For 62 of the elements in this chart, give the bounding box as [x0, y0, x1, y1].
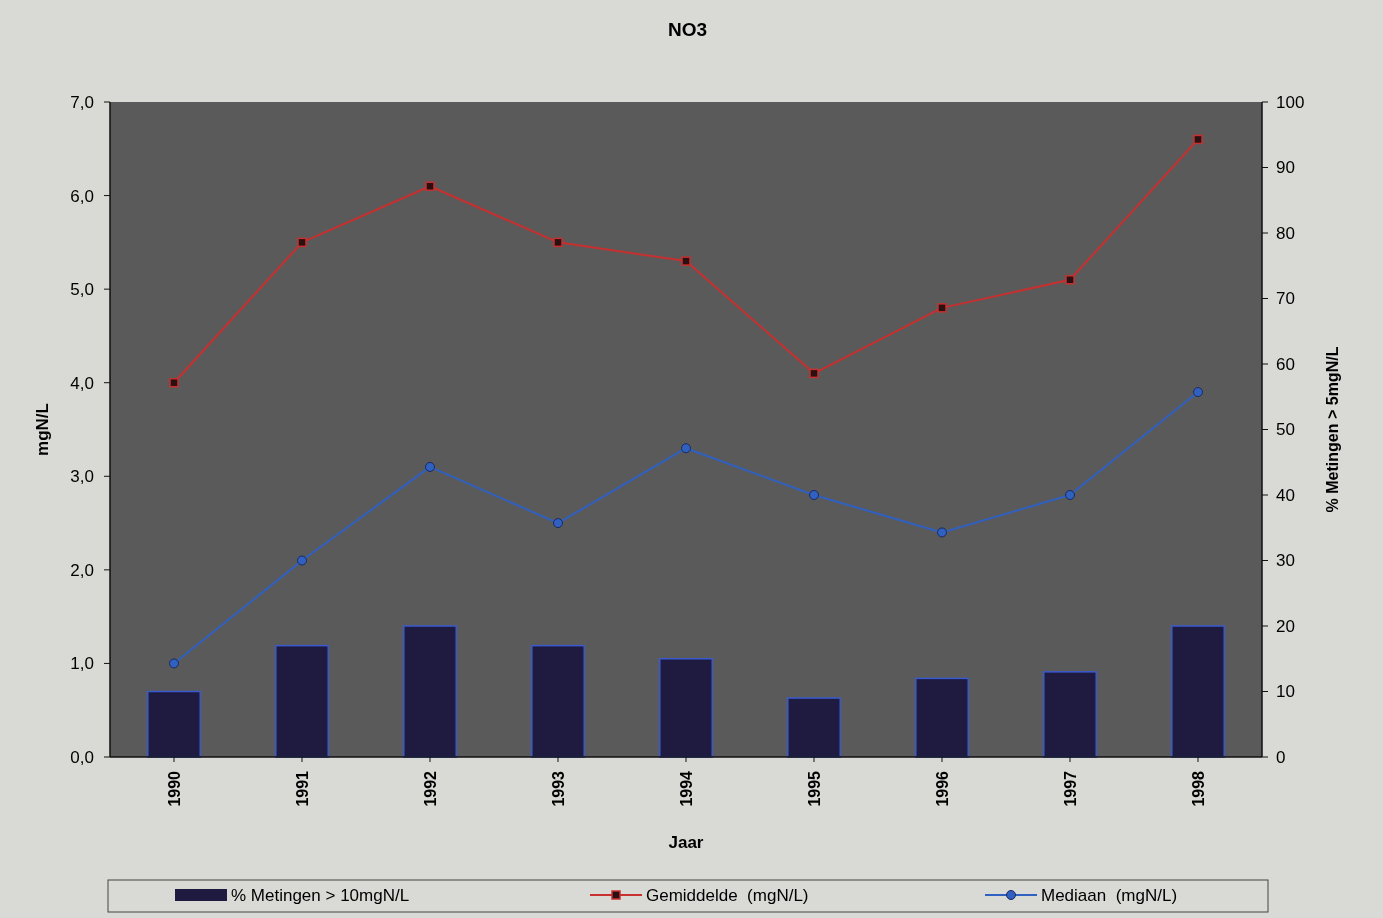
x-tick-label: 1991	[293, 770, 311, 807]
x-tick-label: 1993	[549, 770, 567, 807]
y-tick-label: 1,0	[70, 654, 94, 674]
bar	[1171, 625, 1225, 758]
bar	[787, 697, 841, 758]
x-axis-title: Jaar	[668, 833, 704, 852]
x-tick-label: 1996	[933, 770, 951, 807]
point	[1065, 275, 1075, 285]
chart-title: NO3	[667, 19, 708, 40]
y2-tick-label: 100	[1276, 92, 1305, 112]
point	[681, 256, 691, 266]
y2-tick-label: 60	[1276, 354, 1295, 374]
y-tick-label: 0,0	[70, 747, 94, 767]
point	[809, 368, 819, 379]
point	[1193, 134, 1203, 145]
bar	[403, 625, 457, 758]
point	[425, 461, 435, 472]
y2-tick-label: 40	[1276, 485, 1295, 505]
point	[1065, 490, 1075, 500]
point	[425, 181, 435, 191]
x-tick-label: 1990	[165, 770, 183, 807]
legend-label: Gemiddelde (mgN/L)	[646, 885, 809, 905]
point	[169, 658, 179, 669]
y2-tick-label: 0	[1276, 747, 1286, 767]
y-tick-label: 4,0	[70, 373, 94, 393]
bar	[147, 690, 201, 758]
bar	[659, 658, 713, 758]
legend-label: Mediaan (mgN/L)	[1041, 885, 1178, 905]
bar	[531, 644, 585, 758]
point	[169, 377, 179, 388]
y2-tick-label: 30	[1276, 551, 1295, 571]
y2-tick-label: 10	[1276, 682, 1295, 702]
point	[297, 237, 307, 248]
bar	[915, 677, 969, 758]
y-tick-label: 5,0	[70, 280, 94, 300]
x-tick-label: 1994	[677, 770, 695, 807]
point	[297, 555, 307, 566]
point	[553, 518, 563, 529]
y-tick-label: 3,0	[70, 467, 94, 487]
y2-tick-label: 70	[1276, 289, 1295, 309]
y2-tick-label: 90	[1276, 158, 1295, 178]
point	[937, 527, 947, 538]
x-tick-label: 1997	[1061, 770, 1079, 807]
y-tick-label: 2,0	[70, 560, 94, 580]
point	[681, 443, 691, 454]
point	[1193, 387, 1203, 398]
y-axis-title: mgN/L	[33, 403, 52, 456]
bar	[275, 644, 329, 758]
legend-label: % Metingen > 10mgN/L	[231, 885, 410, 905]
y2-tick-label: 20	[1276, 616, 1295, 636]
point	[809, 490, 819, 500]
y2-tick-label: 50	[1276, 420, 1295, 440]
y2-tick-label: 80	[1276, 223, 1295, 243]
bar	[1043, 671, 1097, 758]
y2-axis-title: % Metingen > 5mgN/L	[1324, 346, 1341, 513]
point	[937, 303, 947, 313]
point	[553, 237, 563, 248]
x-tick-label: 1995	[805, 770, 823, 807]
y-tick-label: 7,0	[70, 92, 94, 112]
x-tick-label: 1998	[1189, 770, 1207, 807]
x-tick-label: 1992	[421, 770, 439, 807]
y-tick-label: 6,0	[70, 186, 94, 206]
